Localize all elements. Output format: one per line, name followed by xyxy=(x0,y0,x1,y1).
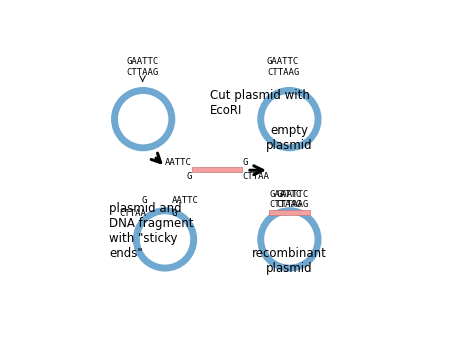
Text: G: G xyxy=(141,196,146,205)
Circle shape xyxy=(112,88,174,151)
Text: plasmid and
DNA fragment
with "sticky
ends": plasmid and DNA fragment with "sticky en… xyxy=(109,202,193,260)
Circle shape xyxy=(134,208,196,271)
Circle shape xyxy=(258,208,321,271)
Text: CTTAA: CTTAA xyxy=(242,173,269,181)
Text: G: G xyxy=(172,209,177,218)
Circle shape xyxy=(265,95,314,144)
Circle shape xyxy=(118,95,168,144)
Text: GAATTC
CTTAAG: GAATTC CTTAAG xyxy=(267,58,299,77)
Bar xyxy=(192,167,242,173)
Text: G: G xyxy=(242,158,248,167)
Text: GAATTC
CTTAAG: GAATTC CTTAAG xyxy=(270,190,302,209)
Bar xyxy=(269,210,310,215)
Text: recombinant
plasmid: recombinant plasmid xyxy=(252,247,327,275)
Text: AATTC: AATTC xyxy=(164,158,191,167)
Text: AATTC: AATTC xyxy=(172,196,199,205)
Text: empty
plasmid: empty plasmid xyxy=(266,124,313,152)
Text: Cut plasmid with
EcoRI: Cut plasmid with EcoRI xyxy=(210,89,310,117)
Text: G: G xyxy=(186,173,191,181)
Text: GAATTC
CTTAAG: GAATTC CTTAAG xyxy=(127,58,159,77)
Circle shape xyxy=(265,215,314,264)
Text: CTTAA: CTTAA xyxy=(119,209,146,218)
Circle shape xyxy=(258,88,321,151)
Text: GAATTC
CTTAAG: GAATTC CTTAAG xyxy=(276,190,309,209)
Circle shape xyxy=(140,215,190,264)
